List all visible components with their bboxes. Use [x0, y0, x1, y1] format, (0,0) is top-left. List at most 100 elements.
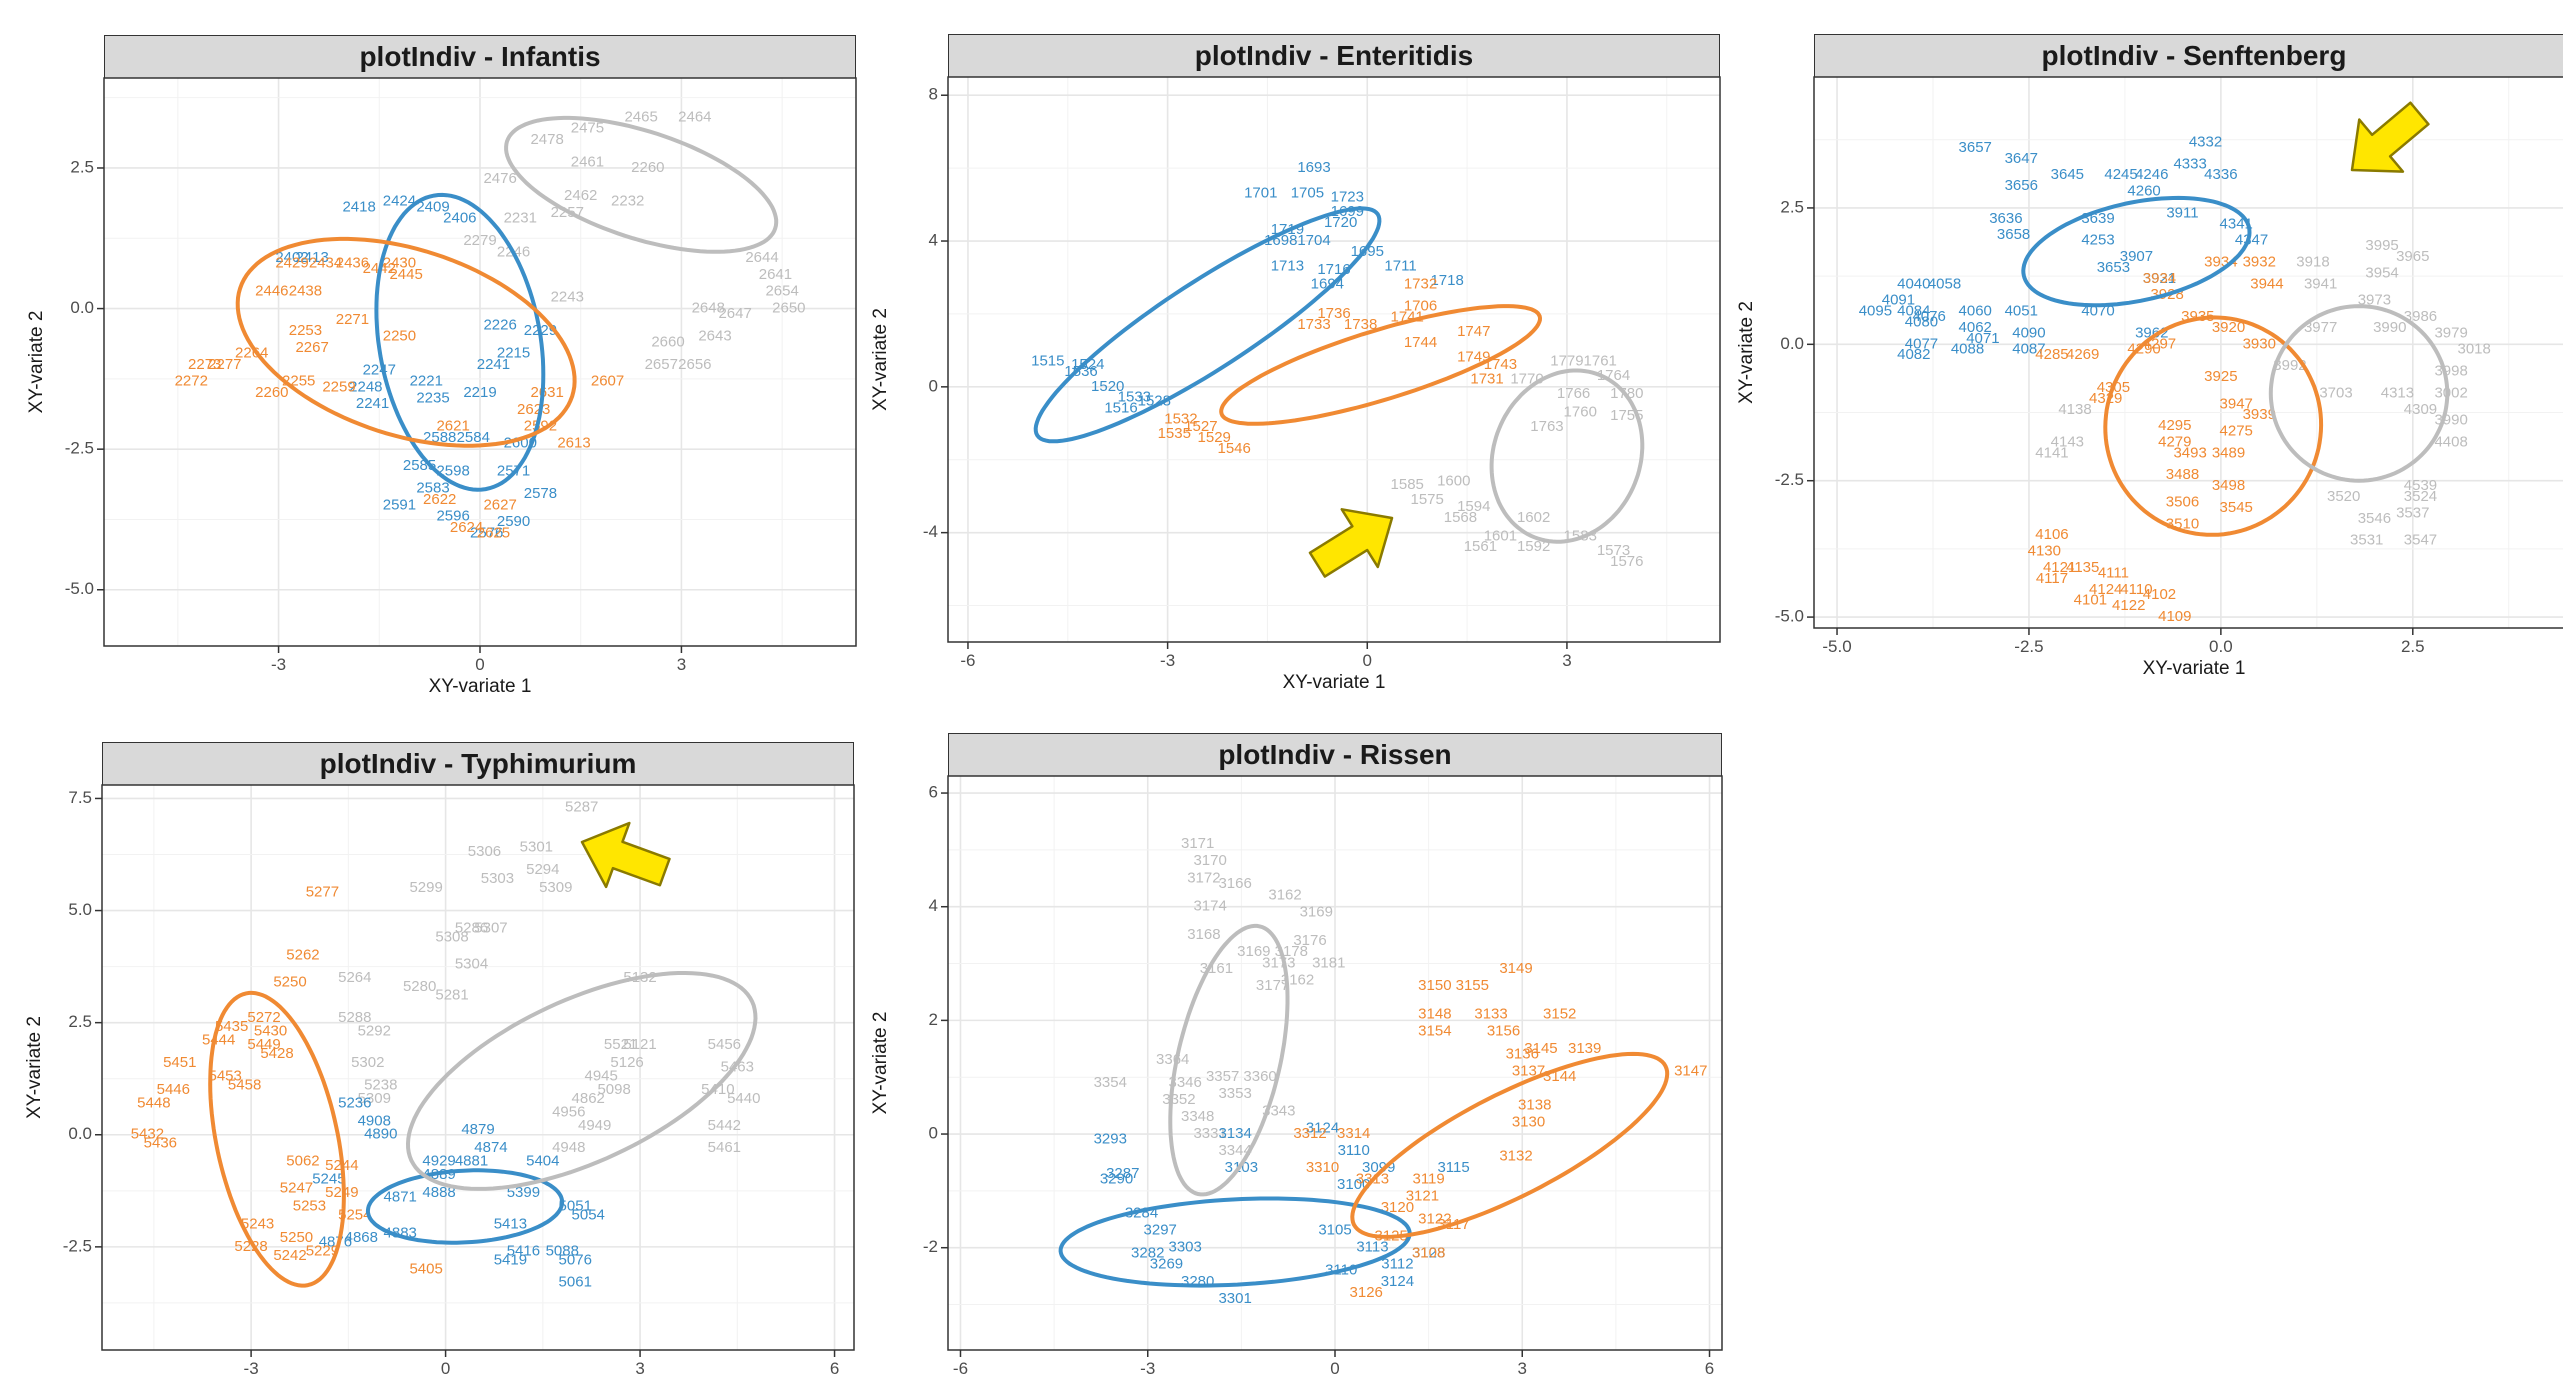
data-point-label: 1600 [1437, 473, 1470, 490]
data-point-label: 2476 [483, 170, 516, 187]
data-point-label: 1575 [1410, 491, 1443, 508]
x-tick-label: 3 [635, 1359, 644, 1376]
data-point-label: 4102 [2143, 586, 2176, 603]
data-point-label: 1738 [1344, 316, 1377, 333]
data-point-label: 3293 [1094, 1131, 1127, 1148]
data-point-label: 1736 [1317, 305, 1350, 322]
data-point-label: 5413 [494, 1215, 527, 1232]
y-tick-label: 0.0 [70, 298, 94, 317]
data-point-label: 4890 [364, 1126, 397, 1143]
data-point-label: 5458 [228, 1076, 261, 1093]
data-point-label: 3162 [1268, 886, 1301, 903]
data-point-label: 2462 [564, 187, 597, 204]
data-point-label: 3653 [2097, 259, 2130, 276]
data-point-label: 3297 [1144, 1222, 1177, 1239]
data-point-label: 3360 [1243, 1068, 1276, 1085]
data-point-label: 3171 [1181, 835, 1214, 852]
y-tick-label: 0.0 [1780, 334, 1804, 353]
data-point-label: 5451 [163, 1054, 196, 1071]
data-point-label: 2406 [443, 210, 476, 227]
data-point-label: 5061 [559, 1274, 592, 1291]
data-point-label: 3174 [1193, 898, 1226, 915]
y-axis-title: XY-variate 2 [26, 311, 47, 414]
data-point-label: 3636 [1989, 210, 2022, 227]
highlight-arrow-typhimurium [580, 821, 671, 889]
data-point-label: 3166 [1218, 875, 1251, 892]
data-point-label: 5253 [293, 1197, 326, 1214]
data-point-label: 1761 [1584, 352, 1617, 369]
data-point-label: 3287 [1106, 1165, 1139, 1182]
data-point-label: 1763 [1530, 418, 1563, 435]
highlight-arrow-enteritidis [1308, 508, 1394, 578]
data-point-label: 1561 [1464, 538, 1497, 555]
data-point-label: 5301 [520, 839, 553, 856]
data-point-label: 5521 [604, 1036, 637, 1053]
confidence-ellipse-orange [1350, 1051, 1670, 1239]
x-tick-label: -6 [960, 651, 975, 670]
data-point-label: 4095 [1859, 303, 1892, 320]
data-point-label: 2583 [416, 480, 449, 497]
data-point-label: 2478 [530, 131, 563, 148]
data-point-label: 4051 [2005, 303, 2038, 320]
confidence-ellipse-blue [2021, 195, 2252, 308]
data-point-label: 4076 [1912, 308, 1945, 325]
confidence-ellipse-orange [2103, 315, 2324, 537]
data-point-label: 5448 [137, 1094, 170, 1111]
data-point-label: 5444 [202, 1032, 235, 1049]
data-point-label: 4313 [2381, 384, 2414, 401]
x-tick-label: 3 [1518, 1359, 1527, 1376]
data-point-label: 2656 [678, 356, 711, 373]
data-point-label: 5280 [403, 978, 436, 995]
data-point-label: 3168 [1187, 926, 1220, 943]
data-point-label: 5309 [539, 879, 572, 896]
data-point-label: 4868 [345, 1229, 378, 1246]
data-point-label: 4087 [2012, 341, 2045, 358]
data-point-label: 2215 [497, 345, 530, 362]
data-point-label: 2590 [497, 513, 530, 530]
data-point-label: 4084 [1897, 303, 1930, 320]
data-point-label: 4077 [1905, 335, 1938, 352]
data-point-label: 5245 [312, 1171, 345, 1188]
data-point-label: 4285 [2035, 346, 2068, 363]
data-point-label: 1693 [1297, 159, 1330, 176]
data-point-label: 5428 [260, 1045, 293, 1062]
data-point-label: 3354 [1094, 1074, 1127, 1091]
data-point-label: 3920 [2212, 319, 2245, 336]
data-point-label: 4245 [2104, 166, 2137, 183]
data-point-label: 4871 [384, 1189, 417, 1206]
data-point-label: 3925 [2204, 368, 2237, 385]
y-tick-label: 4 [929, 896, 938, 915]
data-point-label: 3344 [1218, 1142, 1251, 1159]
data-point-label: 3112 [1381, 1256, 1413, 1273]
data-point-label: 3939 [2243, 406, 2276, 423]
data-point-label: 5453 [208, 1067, 241, 1084]
data-point-label: 5088 [546, 1242, 579, 1259]
data-point-label: 1766 [1557, 385, 1590, 402]
data-point-label: 2657 [645, 356, 678, 373]
data-point-label: 3177 [1256, 977, 1289, 994]
data-point-label: 3156 [1487, 1023, 1520, 1040]
confidence-ellipse-orange [208, 990, 346, 1288]
data-point-label: 2613 [557, 435, 590, 452]
data-point-label: 2464 [678, 108, 711, 125]
data-point-label: 3155 [1456, 977, 1489, 994]
data-point-label: 5308 [435, 928, 468, 945]
data-point-label: 2578 [524, 485, 557, 502]
data-point-label: 4246 [2135, 166, 2168, 183]
data-point-label: 1515 [1031, 352, 1064, 369]
data-point-label: 3506 [2166, 493, 2199, 510]
data-point-label: 4253 [2081, 232, 2114, 249]
data-point-label: 3120 [1381, 1199, 1414, 1216]
data-point-label: 3990 [2373, 319, 2406, 336]
y-tick-label: 5.0 [68, 900, 92, 919]
data-point-label: 4117 [2036, 570, 2068, 587]
data-point-label: 5440 [727, 1090, 760, 1107]
x-tick-label: 3 [677, 655, 686, 674]
data-point-label: 4295 [2158, 417, 2191, 434]
data-point-label: 5309 [358, 1090, 391, 1107]
data-point-label: 3138 [1518, 1097, 1551, 1114]
data-point-label: 2219 [463, 384, 496, 401]
y-tick-label: -2.5 [1775, 470, 1804, 489]
data-point-label: 3954 [2365, 264, 2398, 281]
data-point-label: 3132 [1499, 1148, 1532, 1165]
